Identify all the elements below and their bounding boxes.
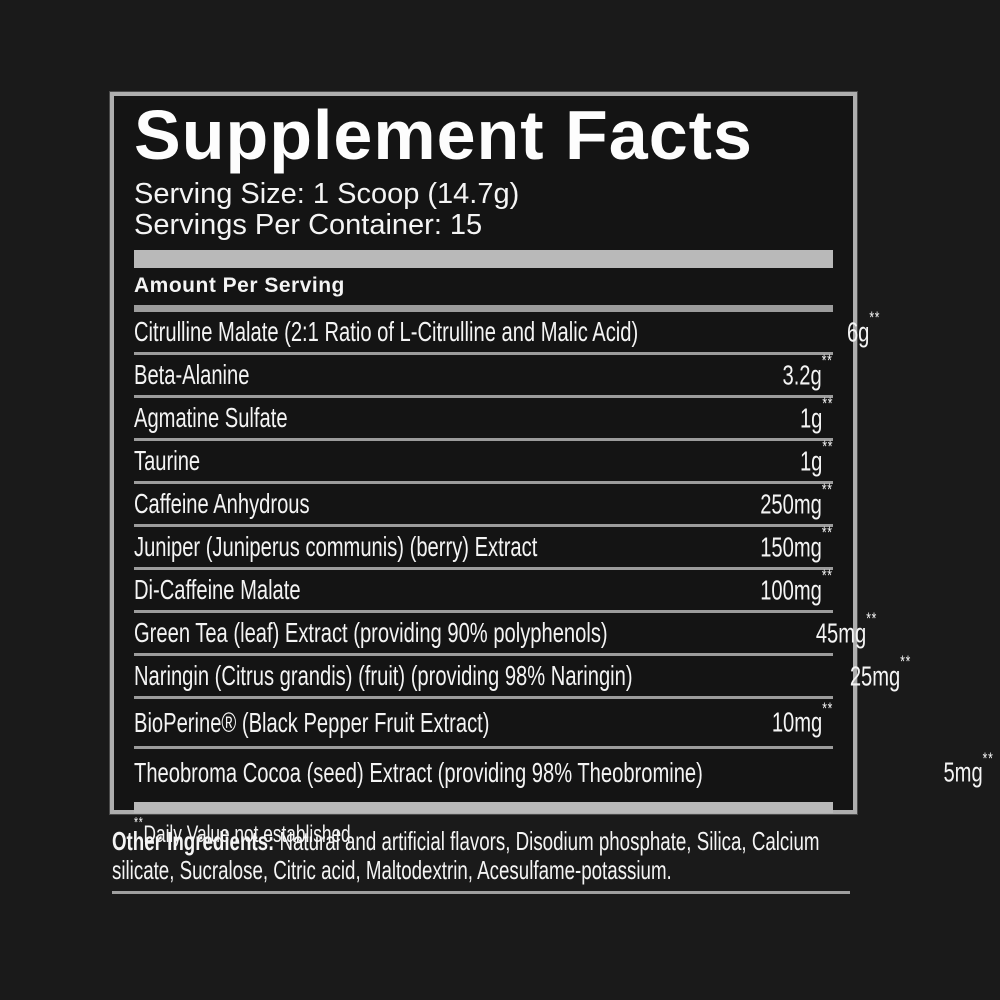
ingredient-row: Di-Caffeine Malate 100mg** (134, 566, 833, 610)
other-ingredients-label: Other Ingredients: (112, 826, 275, 856)
footnote-text: Daily Value not established (143, 821, 351, 848)
ingredient-amount: 3.2g** (782, 351, 833, 391)
panel-title: Supplement Facts (134, 96, 753, 174)
ingredient-amount: 5mg** (943, 749, 994, 788)
daily-value-asterisks: ** (900, 652, 912, 672)
ingredient-name: Taurine (134, 445, 201, 476)
ingredient-row: Agmatine Sulfate 1g** (134, 394, 833, 438)
ingredient-row: Caffeine Anhydrous 250mg** (134, 480, 833, 524)
amount-per-serving-heading: Amount Per Serving (134, 268, 833, 309)
ingredient-name: Caffeine Anhydrous (134, 488, 310, 519)
ingredient-row: Theobroma Cocoa (seed) Extract (providin… (134, 746, 993, 796)
ingredient-amount-value: 100mg (760, 574, 823, 606)
ingredient-amount: 100mg** (760, 566, 833, 606)
daily-value-asterisks: ** (866, 609, 877, 629)
ingredient-amount-value: 150mg (760, 531, 823, 563)
divider-bar-thick (134, 250, 833, 268)
ingredient-amount: 10mg** (771, 699, 833, 738)
serving-size: Serving Size: 1 Scoop (14.7g) (134, 178, 520, 210)
supplement-facts-panel: Supplement Facts Serving Size: 1 Scoop (… (110, 92, 993, 848)
ingredient-amount: 45mg** (815, 609, 877, 649)
ingredient-row: Citrulline Malate (2:1 Ratio of L-Citrul… (134, 308, 880, 352)
ingredient-row: Naringin (Citrus grandis) (fruit) (provi… (134, 652, 911, 696)
servings-per-container: Servings Per Container: 15 (134, 209, 483, 241)
daily-value-asterisks: ** (822, 523, 833, 543)
ingredient-row: Juniper (Juniperus communis) (berry) Ext… (134, 523, 833, 567)
ingredient-amount-value: 1g (799, 445, 823, 477)
ingredient-amount-value: 250mg (760, 488, 823, 520)
ingredient-amount: 6g** (847, 308, 880, 348)
ingredient-amount: 150mg** (760, 523, 833, 563)
ingredient-name: Citrulline Malate (2:1 Ratio of L-Citrul… (134, 316, 639, 347)
daily-value-asterisks: ** (822, 698, 833, 718)
ingredient-name: BioPerine® (Black Pepper Fruit Extract) (134, 706, 490, 738)
ingredient-amount-value: 5mg (943, 756, 983, 788)
ingredient-amount: 1g** (799, 437, 833, 477)
daily-value-asterisks: ** (134, 814, 144, 831)
ingredient-amount-value: 25mg (850, 660, 901, 692)
ingredient-name: Beta-Alanine (134, 359, 250, 390)
ingredient-row: Green Tea (leaf) Extract (providing 90% … (134, 609, 876, 653)
ingredient-name: Naringin (Citrus grandis) (fruit) (provi… (134, 660, 633, 691)
ingredient-row: Taurine 1g** (134, 437, 833, 481)
daily-value-footnote: **Daily Value not established (134, 815, 833, 849)
ingredient-row: Beta-Alanine 3.2g** (134, 351, 833, 395)
ingredient-name: Theobroma Cocoa (seed) Extract (providin… (134, 756, 703, 788)
daily-value-footnote-text: **Daily Value not established (134, 815, 351, 849)
ingredient-amount: 1g** (799, 394, 833, 434)
daily-value-asterisks: ** (822, 566, 833, 586)
ingredient-amount-value: 3.2g (782, 359, 823, 391)
ingredient-row: BioPerine® (Black Pepper Fruit Extract) … (134, 696, 833, 746)
ingredient-amount: 250mg** (760, 480, 833, 520)
daily-value-asterisks: ** (822, 351, 833, 371)
ingredient-amount-value: 45mg (815, 617, 867, 649)
daily-value-asterisks: ** (822, 437, 833, 457)
ingredient-name: Di-Caffeine Malate (134, 574, 301, 605)
other-ingredients-list: Natural and artificial flavors, Disodium… (112, 826, 820, 885)
daily-value-asterisks: ** (822, 480, 833, 500)
ingredient-name: Juniper (Juniperus communis) (berry) Ext… (134, 531, 538, 562)
other-ingredients-paragraph: Other Ingredients: Natural and artificia… (112, 827, 858, 885)
bottom-divider-line (112, 891, 850, 894)
ingredient-amount: 25mg** (850, 652, 911, 692)
ingredient-amount-value: 10mg (771, 706, 823, 738)
ingredient-name: Agmatine Sulfate (134, 402, 288, 433)
ingredient-amount-value: 6g (847, 316, 870, 348)
other-ingredients-section: Other Ingredients: Natural and artificia… (112, 827, 858, 885)
daily-value-asterisks: ** (869, 308, 881, 328)
daily-value-asterisks: ** (982, 748, 994, 768)
divider-bar-thin (134, 802, 833, 813)
ingredient-amount-value: 1g (799, 402, 823, 434)
daily-value-asterisks: ** (822, 394, 833, 414)
ingredient-name: Green Tea (leaf) Extract (providing 90% … (134, 617, 608, 648)
